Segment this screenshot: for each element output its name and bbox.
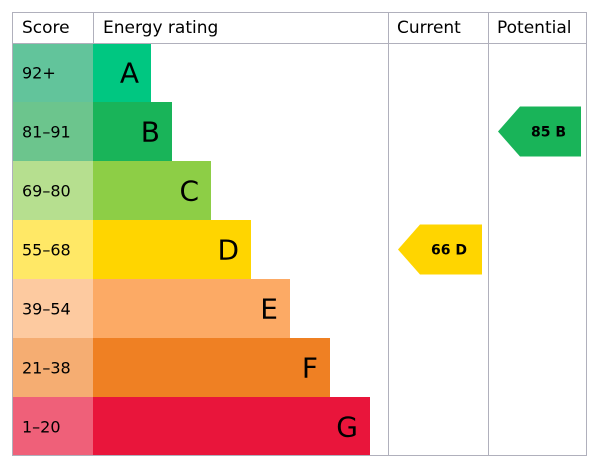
rating-letter-f: F xyxy=(302,352,318,385)
score-label-c: 69–80 xyxy=(22,182,71,201)
rating-bar-g xyxy=(93,397,370,456)
header-score: Score xyxy=(22,18,70,38)
score-cell-a xyxy=(12,43,93,102)
score-label-b: 81–91 xyxy=(22,123,71,142)
rating-bar-e xyxy=(93,279,290,338)
score-label-e: 39–54 xyxy=(22,300,71,319)
rating-letter-b: B xyxy=(141,116,160,149)
header-current: Current xyxy=(397,18,461,38)
rating-bar-b xyxy=(93,102,172,161)
header-energy-rating: Energy rating xyxy=(103,18,218,38)
score-cell-d xyxy=(12,220,93,279)
rating-bar-a xyxy=(93,43,151,102)
score-cell-g xyxy=(12,397,93,456)
rating-letter-a: A xyxy=(120,57,139,90)
rating-letter-e: E xyxy=(260,293,278,326)
score-label-d: 55–68 xyxy=(22,241,71,260)
score-cell-f xyxy=(12,338,93,397)
rating-bar-c xyxy=(93,161,211,220)
rating-bar-d xyxy=(93,220,251,279)
current-rating-label: 66 D xyxy=(431,243,467,259)
rating-letter-c: C xyxy=(179,175,199,208)
score-cell-b xyxy=(12,102,93,161)
score-cell-e xyxy=(12,279,93,338)
rating-bar-f xyxy=(93,338,330,397)
score-cells: 92+ 81–91 69–80 55–68 39–54 21–38 1–20 xyxy=(12,43,93,456)
score-label-a: 92+ xyxy=(22,64,56,83)
current-rating-arrow xyxy=(398,224,482,275)
header-potential: Potential xyxy=(497,18,571,38)
potential-rating-label: 85 B xyxy=(531,125,566,141)
rating-indicators: 66 D 85 B xyxy=(398,106,581,275)
chart-grid xyxy=(12,12,587,456)
rating-letter-d: D xyxy=(217,234,239,267)
column-headers: Score Energy rating Current Potential xyxy=(22,18,571,38)
potential-rating-arrow xyxy=(498,106,581,157)
chart-border xyxy=(12,12,587,456)
rating-letter-g: G xyxy=(336,411,358,444)
score-label-g: 1–20 xyxy=(22,418,61,437)
score-label-f: 21–38 xyxy=(22,359,71,378)
score-cell-c xyxy=(12,161,93,220)
